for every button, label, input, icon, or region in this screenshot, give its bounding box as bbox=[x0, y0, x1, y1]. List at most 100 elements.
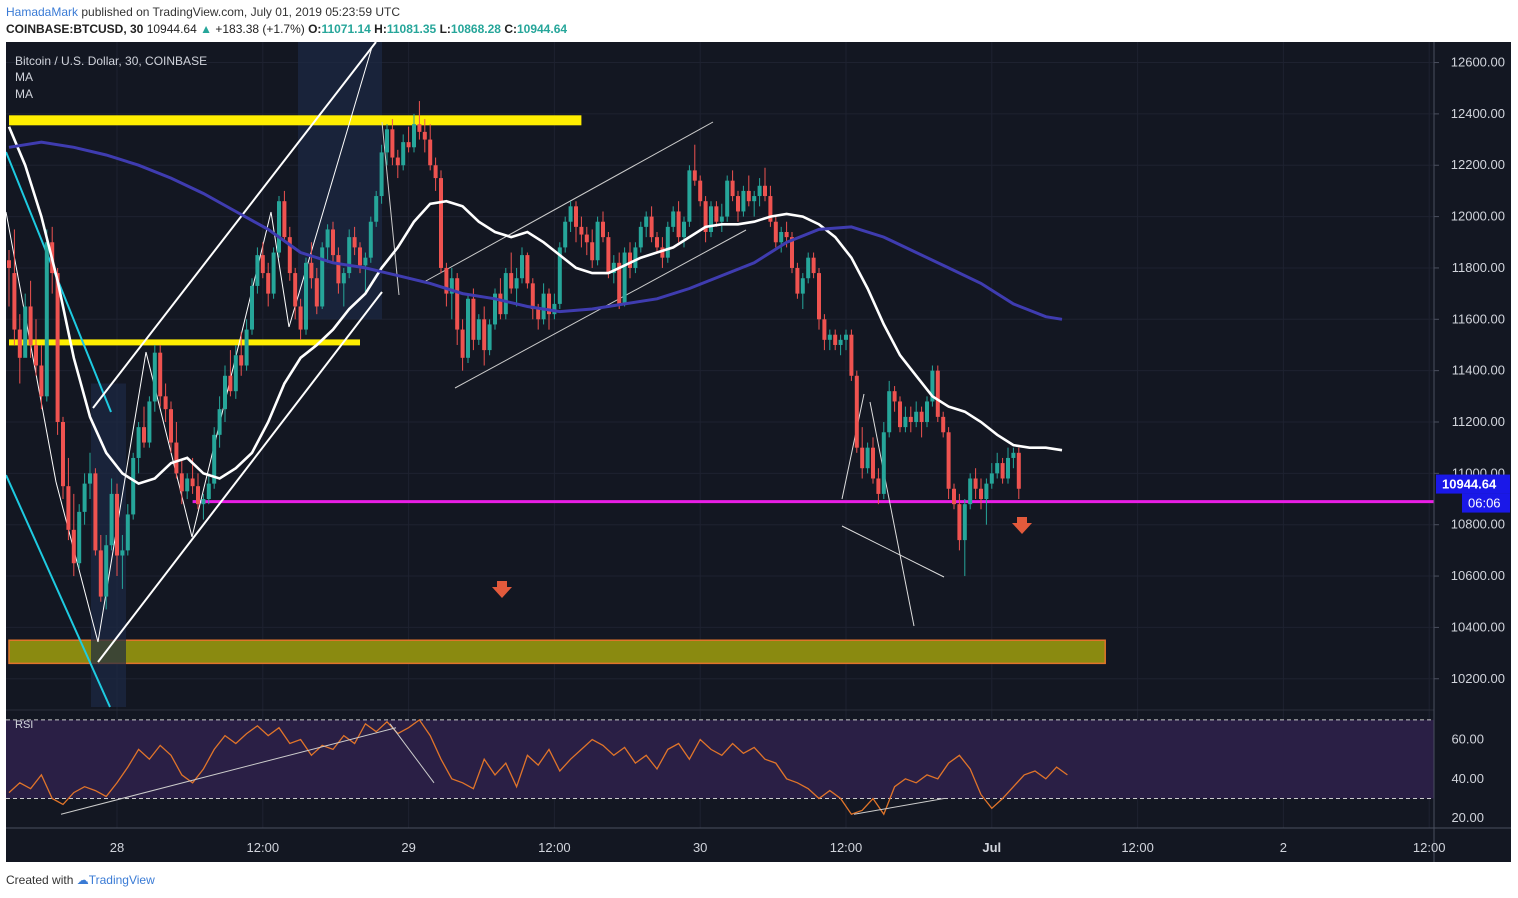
candle-body bbox=[422, 131, 427, 140]
footer: Created with ☁TradingView bbox=[6, 873, 155, 887]
candle-body bbox=[838, 339, 843, 345]
divergence-arrow bbox=[841, 393, 865, 500]
candle-body bbox=[347, 237, 352, 274]
change-text: +183.38 (+1.7%) bbox=[215, 22, 305, 36]
candle-body bbox=[233, 355, 238, 392]
price-tick-label: 12000.00 bbox=[1451, 209, 1505, 224]
zigzag-line bbox=[381, 121, 400, 296]
rising-channel-line bbox=[92, 42, 377, 409]
candle-body bbox=[298, 306, 303, 330]
candle-body bbox=[341, 273, 346, 284]
candle-body bbox=[152, 352, 157, 402]
zigzag-line bbox=[270, 211, 290, 328]
candle-body bbox=[898, 401, 902, 428]
candle-body bbox=[730, 180, 735, 197]
candle-body bbox=[601, 221, 605, 238]
candle-body bbox=[773, 221, 778, 243]
candle-body bbox=[930, 370, 935, 402]
candle-body bbox=[55, 273, 60, 422]
candle-body bbox=[255, 255, 260, 286]
created-with-text: Created with bbox=[6, 873, 74, 887]
candle-body bbox=[12, 273, 17, 330]
candle-body bbox=[811, 257, 816, 274]
tradingview-logo-icon: ☁ bbox=[76, 873, 89, 887]
candle-body bbox=[23, 306, 28, 358]
rsi-tick-label: 40.00 bbox=[1451, 771, 1484, 786]
candle-body bbox=[212, 434, 217, 484]
candle-body bbox=[401, 142, 406, 166]
rsi-band bbox=[6, 719, 1434, 799]
time-tick-label: 12:00 bbox=[830, 840, 863, 855]
zones-layer bbox=[8, 42, 1106, 707]
down-arrow-icon bbox=[1012, 517, 1032, 534]
tradingview-link[interactable]: TradingView bbox=[88, 873, 155, 887]
candle-body bbox=[439, 178, 443, 268]
candle-body bbox=[239, 355, 244, 366]
candle-body bbox=[611, 262, 616, 274]
candle-body bbox=[763, 185, 767, 197]
candle-body bbox=[282, 201, 287, 238]
candle-body bbox=[725, 180, 730, 217]
price-tick-label: 10600.00 bbox=[1451, 568, 1505, 583]
published-text: published on TradingView.com, July 01, 2… bbox=[81, 5, 401, 19]
candle-body bbox=[455, 278, 460, 330]
candle-body bbox=[822, 319, 827, 340]
candle-body bbox=[687, 170, 692, 222]
candle-body bbox=[806, 257, 811, 279]
candle-body bbox=[638, 226, 643, 248]
candle-body bbox=[887, 391, 892, 433]
candle-body bbox=[309, 262, 314, 279]
rising-channel-line bbox=[97, 291, 383, 663]
candle-body bbox=[719, 216, 724, 222]
divergence-arrow bbox=[841, 525, 945, 578]
candle-body bbox=[746, 190, 751, 202]
candle-body bbox=[995, 463, 1000, 474]
candle-body bbox=[250, 285, 254, 330]
candle-body bbox=[82, 483, 87, 512]
candle-body bbox=[768, 196, 773, 222]
candle-body bbox=[109, 493, 114, 546]
price-badge-value: 10944.64 bbox=[1442, 477, 1497, 492]
price-tick-label: 10400.00 bbox=[1451, 619, 1505, 634]
candle-body bbox=[444, 267, 449, 294]
candle-body bbox=[287, 237, 292, 274]
candle-body bbox=[871, 447, 875, 479]
candle-body bbox=[293, 273, 298, 307]
candle-body bbox=[989, 473, 994, 484]
rsi-line bbox=[8, 718, 1068, 816]
candle-body bbox=[93, 473, 98, 551]
candles-layer bbox=[7, 101, 1021, 610]
candle-body bbox=[98, 550, 103, 597]
candle-body bbox=[44, 242, 49, 397]
chart-canvas[interactable]: 12600.00 12400.00 12200.00 12000.00 11800.00… bbox=[6, 42, 1511, 862]
candle-body bbox=[28, 306, 33, 345]
candle-body bbox=[190, 478, 195, 487]
time-tick-label: 29 bbox=[401, 840, 415, 855]
price-badge-bg bbox=[1436, 474, 1510, 494]
candle-body bbox=[503, 273, 508, 315]
candle-body bbox=[61, 422, 65, 487]
candle-body bbox=[142, 427, 146, 443]
price-tick-label: 12400.00 bbox=[1451, 106, 1505, 121]
price-tick-label: 11600.00 bbox=[1452, 311, 1505, 326]
candle-body bbox=[757, 185, 762, 197]
candle-body bbox=[325, 229, 330, 248]
candle-body bbox=[800, 278, 805, 294]
close-value: 10944.64 bbox=[516, 22, 568, 36]
candle-body bbox=[1016, 452, 1021, 489]
candle-body bbox=[784, 232, 789, 238]
ma-legend-2: MA bbox=[15, 87, 33, 101]
rsi-pane bbox=[6, 709, 1511, 816]
author-link[interactable]: HamadaMark bbox=[6, 5, 79, 19]
candle-body bbox=[590, 242, 595, 261]
candle-body bbox=[919, 411, 924, 422]
candle-body bbox=[336, 255, 341, 284]
candle-body bbox=[206, 483, 211, 500]
candle-body bbox=[876, 478, 881, 494]
high-label: H: bbox=[374, 22, 387, 36]
candle-body bbox=[482, 319, 487, 351]
moving-averages-layer bbox=[7, 126, 1063, 486]
divergence-arrow bbox=[869, 401, 915, 627]
levels-layer bbox=[9, 115, 1434, 504]
candle-body bbox=[790, 237, 794, 268]
